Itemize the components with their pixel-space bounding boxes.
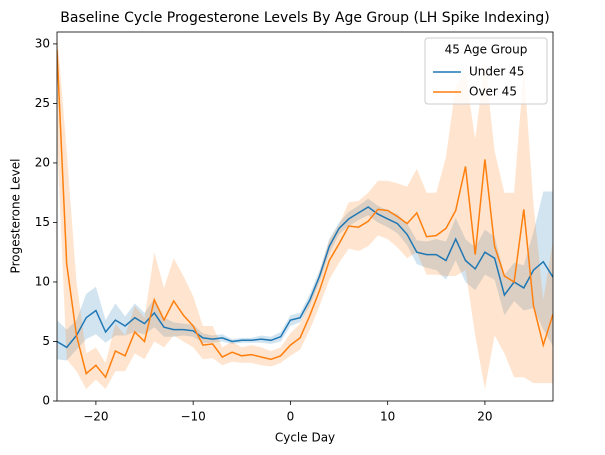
legend-label: Over 45 xyxy=(469,85,517,99)
x-tick-label: −10 xyxy=(180,410,205,424)
x-tick-label: 0 xyxy=(287,410,295,424)
legend-title: 45 Age Group xyxy=(445,43,528,57)
x-tick-label: 20 xyxy=(477,410,492,424)
y-tick-label: 20 xyxy=(35,155,50,169)
legend-label: Under 45 xyxy=(469,65,524,79)
plot-area xyxy=(57,32,553,390)
confidence-band xyxy=(57,32,553,390)
y-tick-label: 0 xyxy=(42,394,50,408)
legend-box xyxy=(424,37,548,105)
axes-frame xyxy=(56,31,554,402)
x-tick-label: 10 xyxy=(380,410,395,424)
x-axis-label: Cycle Day xyxy=(275,431,335,445)
line xyxy=(57,49,553,379)
y-tick-label: 25 xyxy=(35,96,50,110)
y-axis-label: Progesterone Level xyxy=(9,159,23,274)
y-tick-label: 15 xyxy=(35,215,50,229)
y-tick-label: 30 xyxy=(35,36,50,50)
chart-title: Baseline Cycle Progesterone Levels By Ag… xyxy=(60,10,549,26)
x-tick-label: −20 xyxy=(83,410,108,424)
line xyxy=(57,206,553,349)
y-tick-label: 10 xyxy=(35,274,50,288)
y-tick-label: 5 xyxy=(42,334,50,348)
